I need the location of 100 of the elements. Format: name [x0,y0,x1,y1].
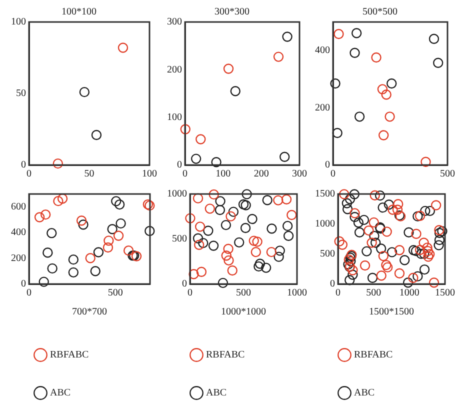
point [34,212,45,222]
point [40,209,51,220]
point [266,224,277,234]
point [437,226,448,236]
y-tick-label: 300 [167,16,182,28]
point [247,214,258,224]
point [46,228,57,238]
point [368,217,379,228]
point [404,227,414,238]
point [358,214,370,226]
point [392,204,403,215]
point [234,237,244,248]
point [350,208,360,218]
y-tick-label: 0 [177,160,182,171]
point [419,248,430,259]
point [344,275,355,286]
point [370,238,381,248]
y-tick-label: 100 [11,16,26,28]
point [393,199,404,210]
point [412,271,423,282]
point [420,206,430,216]
y-tick-label: 400 [315,45,330,56]
point [224,255,234,266]
y-tick-label: 1000 [167,188,187,200]
legend-label: ABC [206,388,227,399]
chart-title: 100*100 [62,6,96,18]
point [102,242,114,253]
x-tick-label: 1000 [399,288,420,299]
point [114,199,125,210]
point [376,244,386,254]
point [91,130,102,140]
point [349,189,360,200]
point [118,42,128,53]
point [374,190,386,201]
x-tick-label: 1000 [287,288,307,299]
point [424,206,436,216]
point [360,260,370,271]
point [386,78,397,89]
point [260,262,272,273]
y-tick-label: 0 [325,160,330,171]
y-tick-label: 500 [172,234,187,245]
point [280,152,290,162]
point [350,212,360,222]
point [330,78,340,89]
point [198,238,208,248]
legend-label: RBFABC [50,350,90,361]
point [47,263,58,274]
point [273,52,284,62]
point [428,278,440,288]
point [408,245,419,256]
point [85,253,96,264]
point [238,199,249,210]
chart-title: 300*300 [214,6,250,18]
point [218,278,228,288]
point [430,200,442,210]
point [90,266,100,276]
point [227,265,238,276]
y-tick-label: 200 [315,102,330,114]
point [382,262,393,272]
point [282,220,293,232]
point [342,204,353,214]
x-tick-label: 500 [366,288,382,299]
point [381,260,392,270]
point [386,247,398,258]
y-tick-label: 0 [21,278,26,290]
point [262,195,272,206]
x-axis-title: 1500*1500 [369,306,414,318]
point [190,154,202,164]
point [369,230,380,242]
point [420,156,431,167]
point [116,218,126,229]
point [408,272,418,283]
point [113,230,124,241]
point [78,220,88,230]
point [351,28,362,38]
x-tick-label: 1500 [435,288,455,299]
point [194,240,204,250]
point [364,225,374,236]
point [68,267,79,278]
y-tick-label: 0 [21,160,26,171]
x-axis-title: 1000*1000 [221,306,266,318]
point [342,198,352,208]
point [354,227,365,238]
point [433,58,444,68]
point [354,112,365,122]
chart-title: 500*500 [362,6,398,18]
point [38,276,49,287]
point [223,244,234,254]
point [192,193,204,204]
point [68,254,79,265]
legend-label: RBFABC [206,350,246,361]
point [240,200,251,210]
point [434,240,444,250]
point [214,204,226,216]
point [424,249,435,260]
point [367,272,378,283]
point [196,266,207,277]
point [412,211,423,222]
point [370,190,380,200]
point [344,194,356,204]
